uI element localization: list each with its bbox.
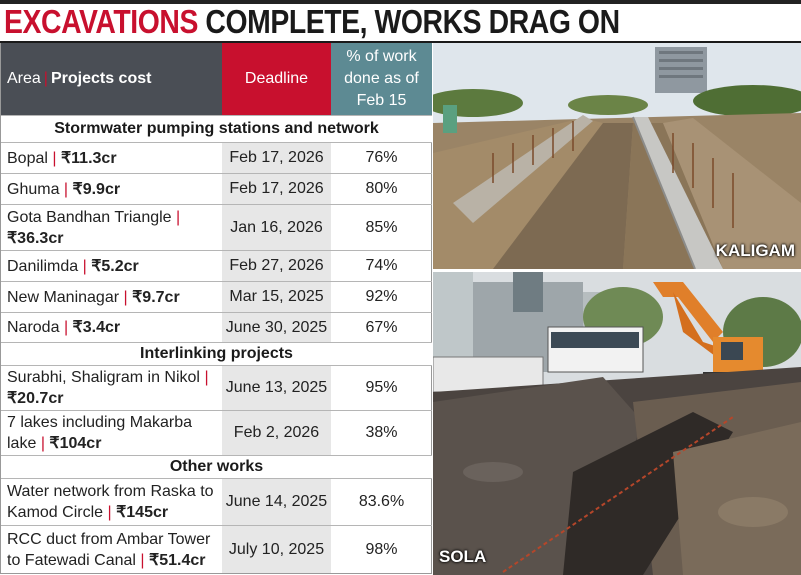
- photo-sola: SOLA: [433, 272, 801, 575]
- separator: |: [176, 208, 181, 226]
- photo-sola-illustration: [433, 272, 801, 575]
- table-row: Water network from Raska to Kamod Circle…: [1, 478, 432, 525]
- deadline-cell: Feb 27, 2026: [222, 251, 331, 281]
- area-name: RCC duct from Ambar Tower to Fatewadi Ca…: [7, 530, 211, 569]
- photo-kaligam: KALIGAM: [433, 43, 801, 269]
- headline-part2: COMPLETE, WORKS DRAG ON: [205, 3, 620, 40]
- separator: |: [63, 319, 69, 336]
- percent-cell: 76%: [365, 149, 398, 166]
- percent-cell: 92%: [365, 288, 398, 305]
- percent-cell: 80%: [365, 180, 398, 197]
- percent-cell: 85%: [365, 218, 398, 236]
- area-cell: Water network from Raska to Kamod Circle…: [1, 479, 222, 525]
- area-cell: Ghuma | ₹9.9cr: [1, 174, 222, 204]
- section-title: Stormwater pumping stations and network: [1, 115, 432, 142]
- project-cost: ₹9.9cr: [72, 180, 121, 198]
- section-title: Interlinking projects: [1, 342, 432, 365]
- project-cost: ₹145cr: [116, 504, 169, 521]
- separator: |: [140, 551, 145, 569]
- project-cost: ₹20.7cr: [7, 390, 64, 407]
- separator: |: [63, 180, 69, 198]
- percent-cell: 95%: [365, 379, 398, 396]
- deadline-cell: June 30, 2025: [222, 313, 331, 342]
- table-row: Ghuma | ₹9.9cr Feb 17, 2026 80%: [1, 173, 432, 204]
- table-header: Area | Projects cost Deadline % of work do…: [1, 43, 432, 115]
- separator: |: [82, 257, 87, 275]
- photo-caption-sola: SOLA: [439, 547, 487, 566]
- photo-kaligam-illustration: [433, 43, 801, 269]
- deadline-cell: Feb 2, 2026: [222, 411, 331, 455]
- area-cell: Danilimda | ₹5.2cr: [1, 251, 222, 281]
- header-area-label: Area: [7, 70, 41, 87]
- table-row: Surabhi, Shaligram in Nikol | ₹20.7cr Ju…: [1, 365, 432, 410]
- area-name: New Maninagar: [7, 288, 120, 306]
- headline: EXCAVATIONS COMPLETE, WORKS DRAG ON: [4, 3, 620, 41]
- project-cost: ₹3.4cr: [72, 319, 121, 336]
- area-cell: Surabhi, Shaligram in Nikol | ₹20.7cr: [1, 366, 222, 410]
- deadline-cell: June 14, 2025: [222, 479, 331, 525]
- area-name: Naroda: [7, 319, 60, 336]
- percent-cell: 38%: [365, 424, 398, 441]
- area-cell: New Maninagar | ₹9.7cr: [1, 282, 222, 312]
- area-name: Water network from Raska to Kamod Circle: [7, 483, 214, 521]
- project-cost: ₹36.3cr: [7, 229, 64, 247]
- area-name: Danilimda: [7, 257, 79, 275]
- separator: |: [204, 369, 209, 386]
- table-row: Bopal | ₹11.3cr Feb 17, 2026 76%: [1, 142, 432, 173]
- area-name: Surabhi, Shaligram in Nikol: [7, 369, 200, 386]
- header-area-cell: Area | Projects cost: [1, 43, 222, 115]
- table-row: Gota Bandhan Triangle | ₹36.3cr Jan 16, …: [1, 204, 432, 250]
- table-row: 7 lakes including Makarba lake | ₹104cr …: [1, 410, 432, 455]
- headline-part1: EXCAVATIONS: [4, 3, 198, 40]
- headline-rule: [0, 41, 801, 43]
- table-row: Danilimda | ₹5.2cr Feb 27, 2026 74%: [1, 250, 432, 281]
- deadline-cell: Feb 17, 2026: [222, 143, 331, 173]
- project-cost: ₹5.2cr: [91, 257, 139, 275]
- area-name: Gota Bandhan Triangle: [7, 208, 172, 226]
- area-name: Ghuma: [7, 180, 60, 198]
- deadline-cell: June 13, 2025: [222, 366, 331, 410]
- header-pct: % of work done as of Feb 15: [331, 43, 432, 115]
- percent-cell: 83.6%: [358, 493, 405, 510]
- deadline-cell: July 10, 2025: [222, 526, 331, 573]
- photo-caption-kaligam: KALIGAM: [715, 241, 795, 260]
- percent-cell: 67%: [365, 318, 398, 336]
- table-row: New Maninagar | ₹9.7cr Mar 15, 2025 92%: [1, 281, 432, 312]
- project-cost: ₹104cr: [49, 435, 102, 452]
- header-cost-label: Projects cost: [50, 70, 152, 87]
- area-cell: RCC duct from Ambar Tower to Fatewadi Ca…: [1, 526, 222, 573]
- area-cell: Naroda | ₹3.4cr: [1, 313, 222, 342]
- project-cost: ₹9.7cr: [132, 288, 180, 306]
- table-row: RCC duct from Ambar Tower to Fatewadi Ca…: [1, 525, 432, 573]
- area-cell: 7 lakes including Makarba lake | ₹104cr: [1, 411, 222, 455]
- deadline-cell: Mar 15, 2025: [222, 282, 331, 312]
- area-name: Bopal: [7, 149, 48, 167]
- deadline-cell: Feb 17, 2026: [222, 174, 331, 204]
- top-bar: [0, 0, 801, 4]
- separator: |: [123, 288, 128, 306]
- percent-cell: 74%: [365, 257, 398, 274]
- area-name: 7 lakes including Makarba lake: [7, 414, 192, 452]
- area-cell: Bopal | ₹11.3cr: [1, 143, 222, 173]
- percent-cell: 98%: [365, 540, 398, 558]
- projects-table: Area | Projects cost Deadline % of work do…: [0, 43, 432, 574]
- separator: |: [40, 435, 45, 452]
- table-row: Naroda | ₹3.4cr June 30, 2025 67%: [1, 312, 432, 342]
- project-cost: ₹51.4cr: [149, 551, 206, 569]
- area-cell: Gota Bandhan Triangle | ₹36.3cr: [1, 205, 222, 250]
- deadline-cell: Jan 16, 2026: [222, 205, 331, 250]
- separator: |: [107, 504, 112, 521]
- header-separator: |: [43, 70, 48, 87]
- project-cost: ₹11.3cr: [60, 149, 117, 167]
- section-title: Other works: [1, 455, 432, 478]
- header-deadline: Deadline: [222, 43, 331, 115]
- separator: |: [52, 149, 57, 167]
